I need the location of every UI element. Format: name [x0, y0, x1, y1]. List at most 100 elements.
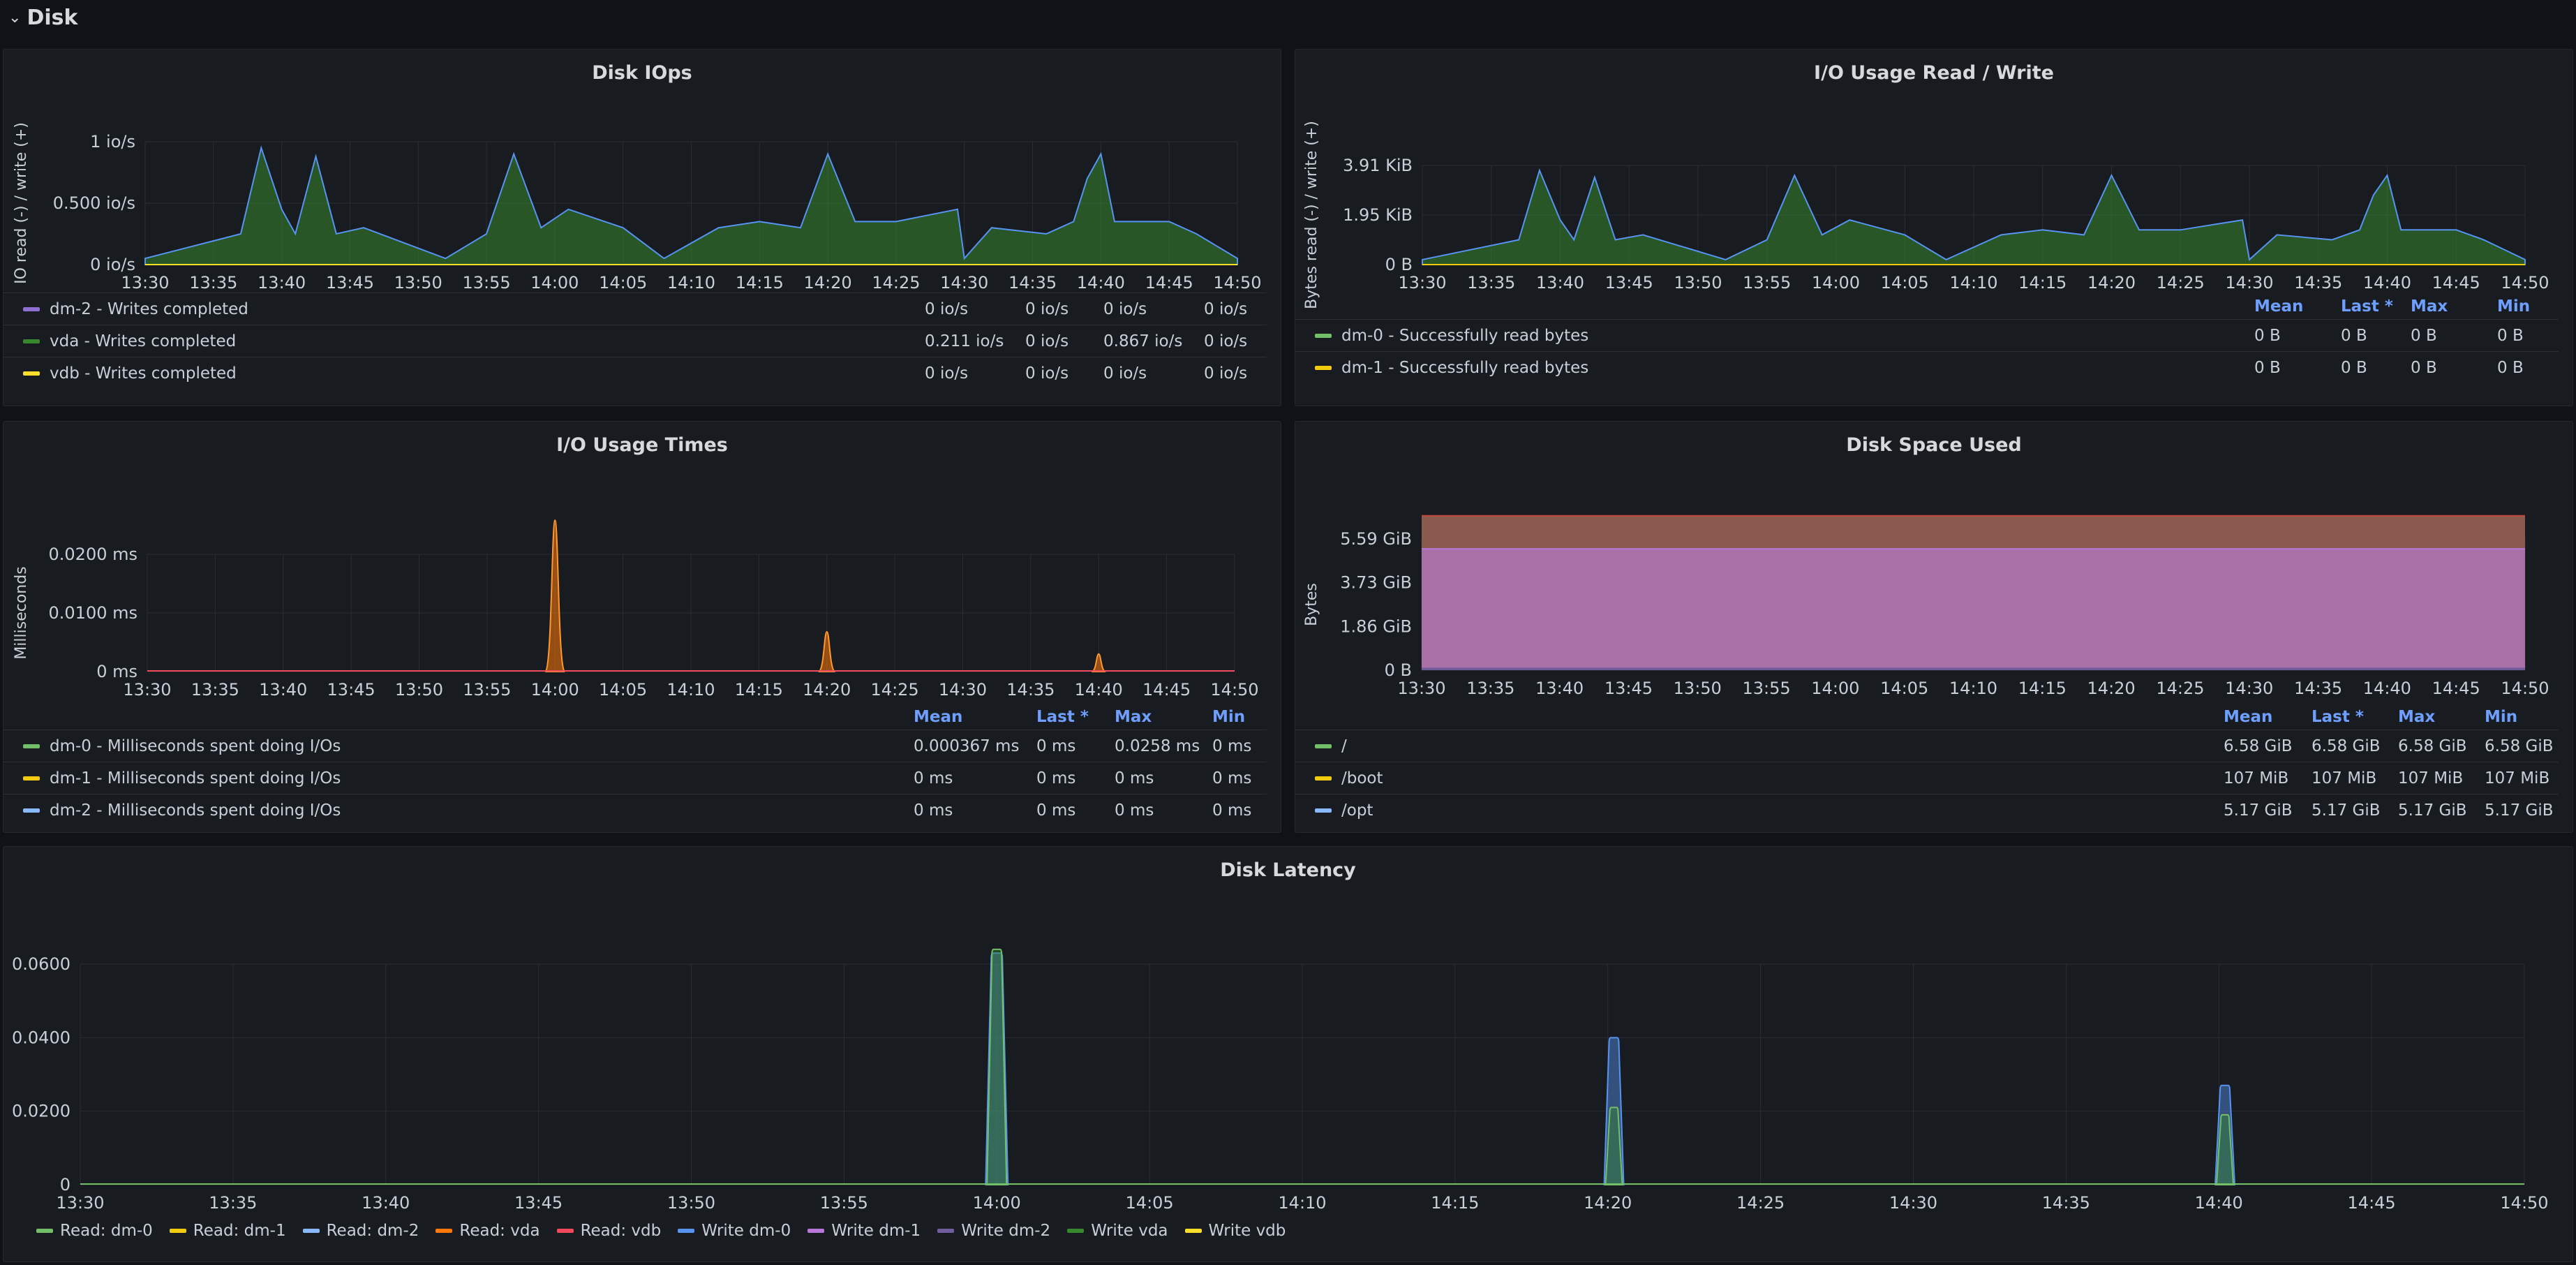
legend-item[interactable]: Read: vdb [556, 1222, 662, 1240]
legend-row[interactable]: dm-2 - Writes completed 0 io/s 0 io/s 0 io/… [3, 293, 1267, 325]
col-max[interactable]: Max [1115, 708, 1152, 726]
y-tick-label: 1.95 KiB [1343, 205, 1413, 225]
legend-series-name: dm-1 - Successfully read bytes [1295, 352, 2254, 384]
x-tick-label: 14:30 [940, 273, 988, 293]
legend-item[interactable]: Read: dm-2 [302, 1222, 419, 1240]
legend-item[interactable]: Write dm-2 [937, 1222, 1050, 1240]
disk-iops-chart: 13:30 13:35 13:40 13:45 13:50 13:55 14:00 14:05… [13, 122, 1262, 293]
legend-item[interactable]: Write dm-0 [678, 1222, 791, 1240]
legend-label[interactable]: vdb - Writes completed [50, 364, 237, 383]
legend-row[interactable]: / 6.58 GiB 6.58 GiB 6.58 GiB 6.58 GiB [1295, 730, 2559, 762]
x-tick-label: 14:35 [1006, 680, 1055, 700]
y-tick-label: 0.0200 [12, 1102, 70, 1121]
col-last[interactable]: Last * [1036, 708, 1089, 726]
x-tick-label: 14:40 [2195, 1193, 2243, 1213]
legend-label: Write dm-1 [831, 1222, 921, 1240]
legend-label: Read: vdb [580, 1222, 662, 1240]
legend-row[interactable]: dm-0 - Milliseconds spent doing I/Os 0.00… [3, 730, 1267, 762]
x-tick-label: 13:45 [1605, 679, 1653, 698]
legend-label[interactable]: dm-0 - Successfully read bytes [1341, 326, 1589, 345]
x-tick-label: 14:00 [531, 680, 579, 700]
legend-item[interactable]: Write vdb [1184, 1222, 1286, 1240]
legend-label[interactable]: dm-0 - Milliseconds spent doing I/Os [50, 737, 341, 755]
col-min[interactable]: Min [2485, 708, 2518, 726]
panel-io-usage-rw[interactable]: I/O Usage Read / Write 13:30 13:35 13:40 13… [1295, 49, 2573, 406]
x-tick-label: 13:35 [209, 1193, 257, 1213]
legend-item[interactable]: Read: dm-0 [36, 1222, 153, 1240]
x-tick-label: 14:40 [2363, 273, 2411, 293]
legend-mean-value: 5.17 GiB [2224, 801, 2293, 820]
col-last[interactable]: Last * [2341, 297, 2393, 316]
row-header-disk[interactable]: ⌄ Disk [0, 0, 2576, 35]
x-tick-label: 14:35 [2042, 1193, 2090, 1213]
legend-row[interactable]: vdb - Writes completed 0 io/s 0 io/s 0 io/s… [3, 357, 1267, 390]
y-tick-label: 0 B [1385, 255, 1413, 274]
legend-label[interactable]: dm-2 - Writes completed [50, 299, 248, 318]
legend-label[interactable]: / [1341, 737, 1347, 755]
col-mean[interactable]: Mean [2254, 297, 2304, 316]
legend-row[interactable]: vda - Writes completed 0.211 io/s 0 io/s 0.… [3, 325, 1267, 357]
col-mean[interactable]: Mean [2224, 708, 2273, 726]
y-tick-label: 1 io/s [90, 132, 135, 151]
legend-color-swatch [36, 1229, 53, 1233]
panel-title: Disk Latency [1220, 859, 1356, 881]
legend-item[interactable]: Read: vda [435, 1222, 540, 1240]
col-max[interactable]: Max [2398, 708, 2436, 726]
panel-io-usage-times[interactable]: I/O Usage Times 13:30 13:35 13:40 13:45 13:5… [3, 421, 1281, 833]
panel-disk-space-used[interactable]: Disk Space Used 13:30 13:35 13:40 13:45 13:5… [1295, 421, 2573, 833]
x-tick-label: 14:50 [2501, 679, 2549, 698]
x-tick-label: 14:15 [2018, 679, 2067, 698]
legend-item[interactable]: Write dm-1 [807, 1222, 921, 1240]
legend-item[interactable]: Read: dm-1 [169, 1222, 286, 1240]
legend-color-swatch [23, 371, 40, 376]
legend-label[interactable]: dm-1 - Milliseconds spent doing I/Os [50, 769, 341, 787]
chevron-down-icon[interactable]: ⌄ [8, 8, 22, 27]
x-tick-label: 13:45 [327, 680, 375, 700]
legend-row[interactable]: dm-2 - Milliseconds spent doing I/Os 0 ms… [3, 794, 1267, 827]
x-tick-label: 14:45 [2348, 1193, 2396, 1213]
y-axis-label: Bytes read (-) / write (+) [1303, 121, 1320, 309]
col-min[interactable]: Min [2497, 297, 2531, 316]
x-tick-label: 13:50 [667, 1193, 715, 1213]
legend-color-swatch [23, 776, 40, 781]
legend-mean-value: 0 B [2254, 326, 2281, 345]
legend-label[interactable]: vda - Writes completed [50, 332, 237, 350]
disk-iops-legend: dm-2 - Writes completed 0 io/s 0 io/s 0 io/… [3, 293, 1267, 390]
x-tick-label: 14:20 [2087, 273, 2136, 293]
legend-row[interactable]: dm-1 - Successfully read bytes 0 B 0 B 0 B 0… [1295, 351, 2559, 384]
col-min[interactable]: Min [1212, 708, 1246, 726]
legend-label[interactable]: /boot [1341, 769, 1383, 787]
legend-min-value: 0 io/s [1204, 364, 1248, 383]
legend-row[interactable]: /opt 5.17 GiB 5.17 GiB 5.17 GiB 5.17 GiB [1295, 794, 2559, 827]
y-tick-label: 3.91 KiB [1343, 156, 1413, 175]
col-last[interactable]: Last * [2311, 708, 2364, 726]
series-write-bytes [1422, 168, 2526, 265]
x-tick-label: 14:30 [939, 680, 987, 700]
legend-label: Write vda [1091, 1222, 1168, 1240]
legend-row[interactable]: /boot 107 MiB 107 MiB 107 MiB 107 MiB [1295, 762, 2559, 794]
legend-row[interactable]: dm-1 - Milliseconds spent doing I/Os 0 ms… [3, 762, 1267, 794]
col-mean[interactable]: Mean [914, 708, 963, 726]
x-tick-label: 14:05 [1880, 679, 1928, 698]
panel-disk-latency[interactable]: Disk Latency 13:30 13:35 13:40 13:45 13:50 13… [3, 846, 2573, 1262]
legend-color-swatch [23, 744, 40, 748]
legend-color-swatch [1315, 776, 1332, 781]
legend-row[interactable]: dm-0 - Successfully read bytes 0 B 0 B 0 B 0… [1295, 319, 2559, 352]
legend-label[interactable]: /opt [1341, 801, 1373, 820]
x-tick-label: 13:30 [1398, 273, 1446, 293]
legend-label[interactable]: dm-1 - Successfully read bytes [1341, 358, 1589, 377]
panel-disk-iops[interactable]: Disk IOps 13:30 13:35 13:40 13:45 13:50 13:55… [3, 49, 1281, 406]
y-tick-label: 0 io/s [90, 255, 135, 274]
col-max[interactable]: Max [2411, 297, 2448, 316]
x-tick-label: 13:45 [514, 1193, 563, 1213]
legend-last-value: 5.17 GiB [2311, 801, 2381, 820]
y-tick-label: 0.0600 [12, 954, 70, 974]
legend-label[interactable]: dm-2 - Milliseconds spent doing I/Os [50, 801, 341, 820]
legend-label: Write dm-2 [961, 1222, 1051, 1240]
legend-max-value: 0 ms [1115, 769, 1154, 787]
legend-item[interactable]: Write vda [1067, 1222, 1168, 1240]
legend-series-name: /boot [1295, 762, 2224, 794]
legend-max-value: 6.58 GiB [2398, 737, 2467, 755]
x-tick-label: 14:30 [2225, 273, 2273, 293]
legend-min-value: 107 MiB [2485, 769, 2550, 787]
